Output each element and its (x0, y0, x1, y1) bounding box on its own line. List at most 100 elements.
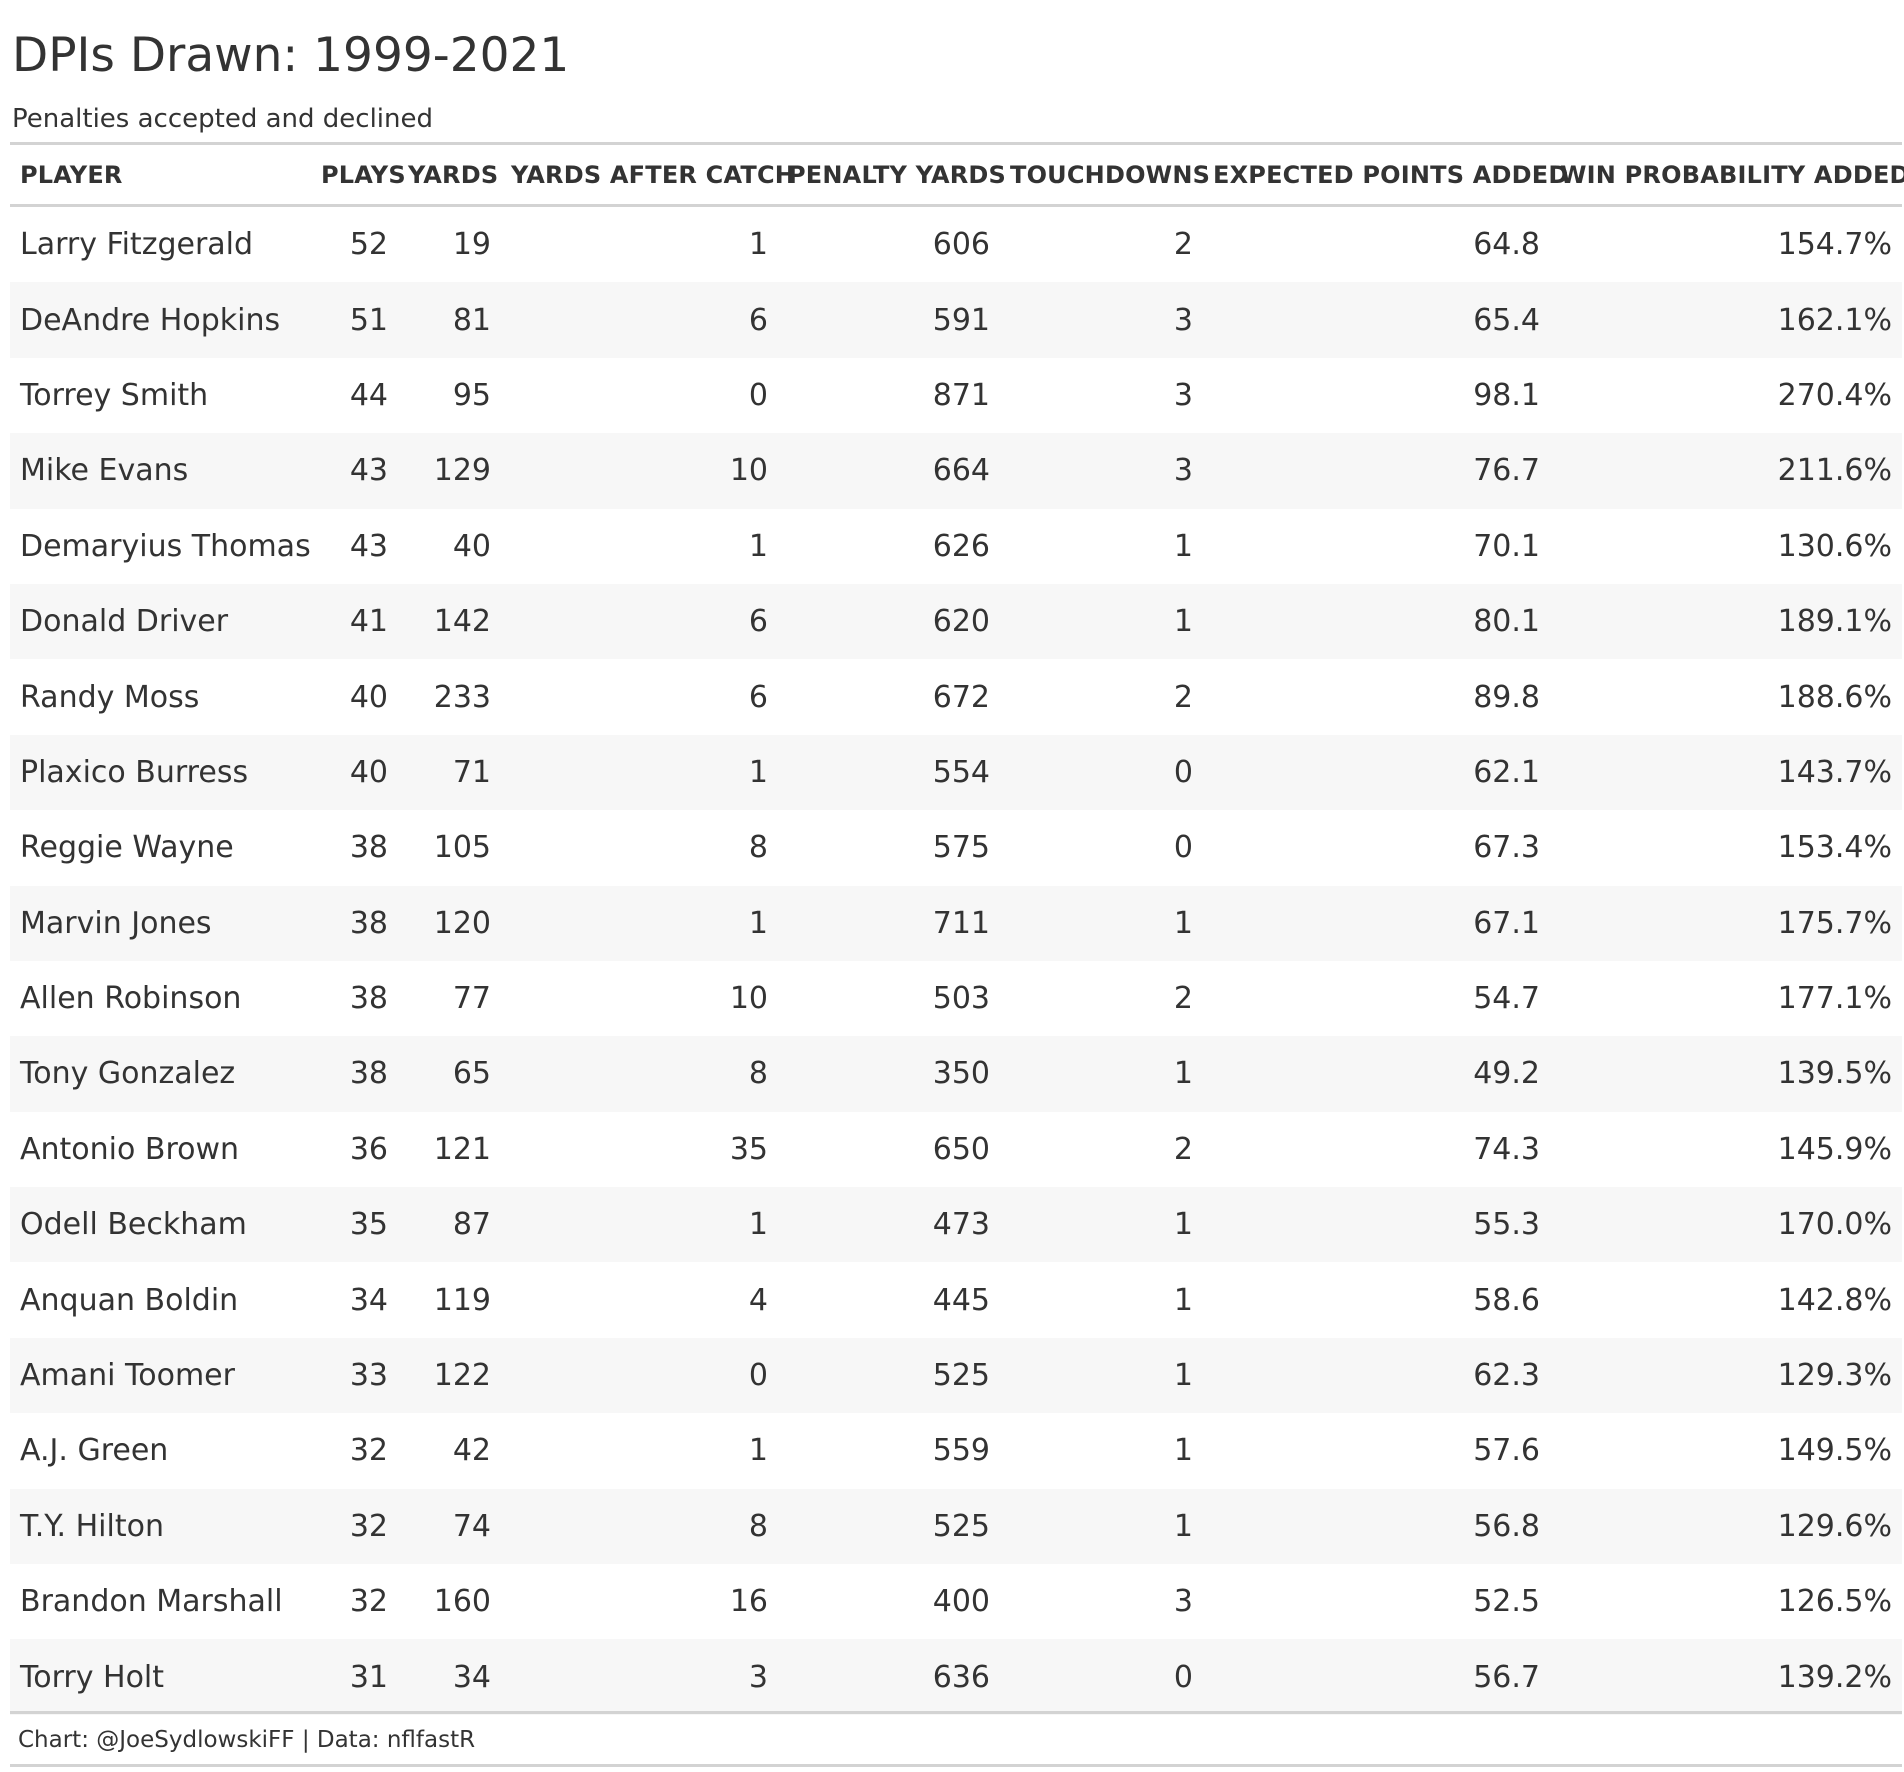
value-cell: 74 (398, 1488, 501, 1565)
value-cell: 32 (349, 1584, 388, 1620)
player-name-cell: Antonio Brown (20, 1131, 240, 1167)
value-cell: 6 (748, 679, 768, 715)
table-row: Plaxico Burress 40 71 1 554 0 62.1 143.7% (10, 734, 1902, 811)
value-cell: 41 (311, 583, 398, 660)
player-name-cell: DeAndre Hopkins (10, 282, 311, 358)
value-cell: 34 (349, 1282, 388, 1318)
column-header: TOUCHDOWNS (1000, 145, 1210, 207)
table-row: Odell Beckham 35 87 1 473 1 55.3 170.0% (10, 1187, 1902, 1263)
value-cell: 98.1 (1473, 377, 1540, 413)
value-cell: 55.3 (1203, 1187, 1550, 1263)
footer-rule (10, 1764, 1902, 1767)
player-name-cell: Amani Toomer (10, 1337, 311, 1414)
value-cell: 350 (778, 1036, 1000, 1112)
value-cell: 711 (778, 885, 1000, 961)
value-cell: 74.3 (1473, 1131, 1540, 1167)
value-cell: 0 (748, 377, 768, 413)
player-name-cell: Odell Beckham (10, 1187, 311, 1263)
value-cell: 270.4% (1777, 377, 1892, 413)
value-cell: 871 (932, 377, 990, 413)
value-cell: 64.8 (1473, 227, 1540, 263)
value-cell: 1 (1000, 1036, 1203, 1112)
value-cell: 8 (748, 830, 768, 866)
value-cell: 1 (1000, 583, 1203, 660)
value-cell: 62.3 (1203, 1337, 1550, 1414)
player-name-cell: T.Y. Hilton (10, 1488, 311, 1565)
value-cell: 3 (1000, 433, 1203, 509)
value-cell: 8 (501, 1036, 778, 1112)
value-cell: 162.1% (1550, 282, 1902, 358)
value-cell: 606 (932, 227, 990, 263)
value-cell: 0 (1000, 1639, 1203, 1715)
header-row: PLAYER PLAYS YARDS YARDS AFTER CATCH PENALTY… (10, 145, 1904, 207)
value-cell: 129 (398, 433, 501, 509)
value-cell: 95 (452, 377, 491, 413)
value-cell: 119 (433, 1282, 491, 1318)
player-name-cell: Plaxico Burress (10, 734, 311, 811)
value-cell: 139.5% (1550, 1036, 1902, 1112)
value-cell: 0 (1173, 830, 1193, 866)
player-name-cell: Torrey Smith (20, 377, 209, 413)
value-cell: 10 (501, 433, 778, 509)
value-cell: 105 (433, 830, 491, 866)
column-header: WIN PROBABILITY ADDED (1550, 145, 1904, 207)
value-cell: 33 (311, 1337, 398, 1414)
value-cell: 175.7% (1550, 885, 1902, 961)
value-cell: 122 (398, 1337, 501, 1414)
value-cell: 525 (778, 1337, 1000, 1414)
value-cell: 67.3 (1473, 830, 1540, 866)
column-header: PLAYER (10, 145, 311, 207)
value-cell: 54.7 (1473, 981, 1540, 1017)
value-cell: 70.1 (1473, 528, 1540, 564)
dpi-table: PLAYER PLAYS YARDS YARDS AFTER CATCH PENALTY… (10, 145, 1904, 1715)
value-cell: 153.4% (1777, 830, 1892, 866)
value-cell: 145.9% (1777, 1131, 1892, 1167)
value-cell: 177.1% (1777, 981, 1892, 1017)
value-cell: 43 (311, 433, 398, 509)
table-row: A.J. Green 32 42 1 559 1 57.6 149.5% (10, 1413, 1902, 1488)
value-cell: 32 (311, 1488, 398, 1565)
value-cell: 664 (778, 433, 1000, 509)
value-cell: 81 (398, 282, 501, 358)
value-cell: 4 (748, 1282, 768, 1318)
value-cell: 591 (778, 282, 1000, 358)
column-header: EXPECTED POINTS ADDED (1203, 145, 1568, 207)
value-cell: 3 (1173, 377, 1193, 413)
table-row: Antonio Brown 36 121 35 650 2 74.3 145.9% (10, 1112, 1902, 1187)
value-cell: 3 (501, 1639, 778, 1715)
player-name-cell: Demaryius Thomas (20, 528, 311, 564)
player-name-cell: Allen Robinson (20, 981, 242, 1017)
player-name-cell: A.J. Green (20, 1433, 169, 1469)
table-row: Marvin Jones 38 120 1 711 1 67.1 175.7% (10, 885, 1902, 961)
value-cell: 1 (1000, 885, 1203, 961)
value-cell: 1 (1000, 1337, 1203, 1414)
value-cell: 6 (501, 583, 778, 660)
value-cell: 160 (433, 1584, 491, 1620)
value-cell: 40 (452, 528, 491, 564)
table-row: Larry Fitzgerald 52 19 1 606 2 64.8 154.7% (10, 206, 1902, 283)
value-cell: 38 (349, 830, 388, 866)
value-cell: 170.0% (1550, 1187, 1902, 1263)
value-cell: 1 (501, 885, 778, 961)
value-cell: 35 (729, 1131, 768, 1167)
value-cell: 2 (1173, 981, 1193, 1017)
table-row: DeAndre Hopkins 51 81 6 591 3 65.4 162.1% (10, 282, 1902, 358)
value-cell: 1 (1000, 1187, 1203, 1263)
value-cell: 1 (748, 227, 768, 263)
top-rule (10, 142, 1902, 145)
table-row: Donald Driver 41 142 6 620 1 80.1 189.1% (10, 583, 1902, 660)
value-cell: 80.1 (1203, 583, 1550, 660)
value-cell: 636 (778, 1639, 1000, 1715)
value-cell: 126.5% (1777, 1584, 1892, 1620)
player-name-cell: Donald Driver (10, 583, 311, 660)
value-cell: 1 (1173, 528, 1193, 564)
value-cell: 2 (1173, 1131, 1193, 1167)
value-cell: 87 (398, 1187, 501, 1263)
table-row: Mike Evans 43 129 10 664 3 76.7 211.6% (10, 433, 1902, 509)
value-cell: 503 (932, 981, 990, 1017)
value-cell: 0 (1000, 734, 1203, 811)
table-row: T.Y. Hilton 32 74 8 525 1 56.8 129.6% (10, 1488, 1902, 1565)
value-cell: 67.1 (1203, 885, 1550, 961)
value-cell: 130.6% (1777, 528, 1892, 564)
